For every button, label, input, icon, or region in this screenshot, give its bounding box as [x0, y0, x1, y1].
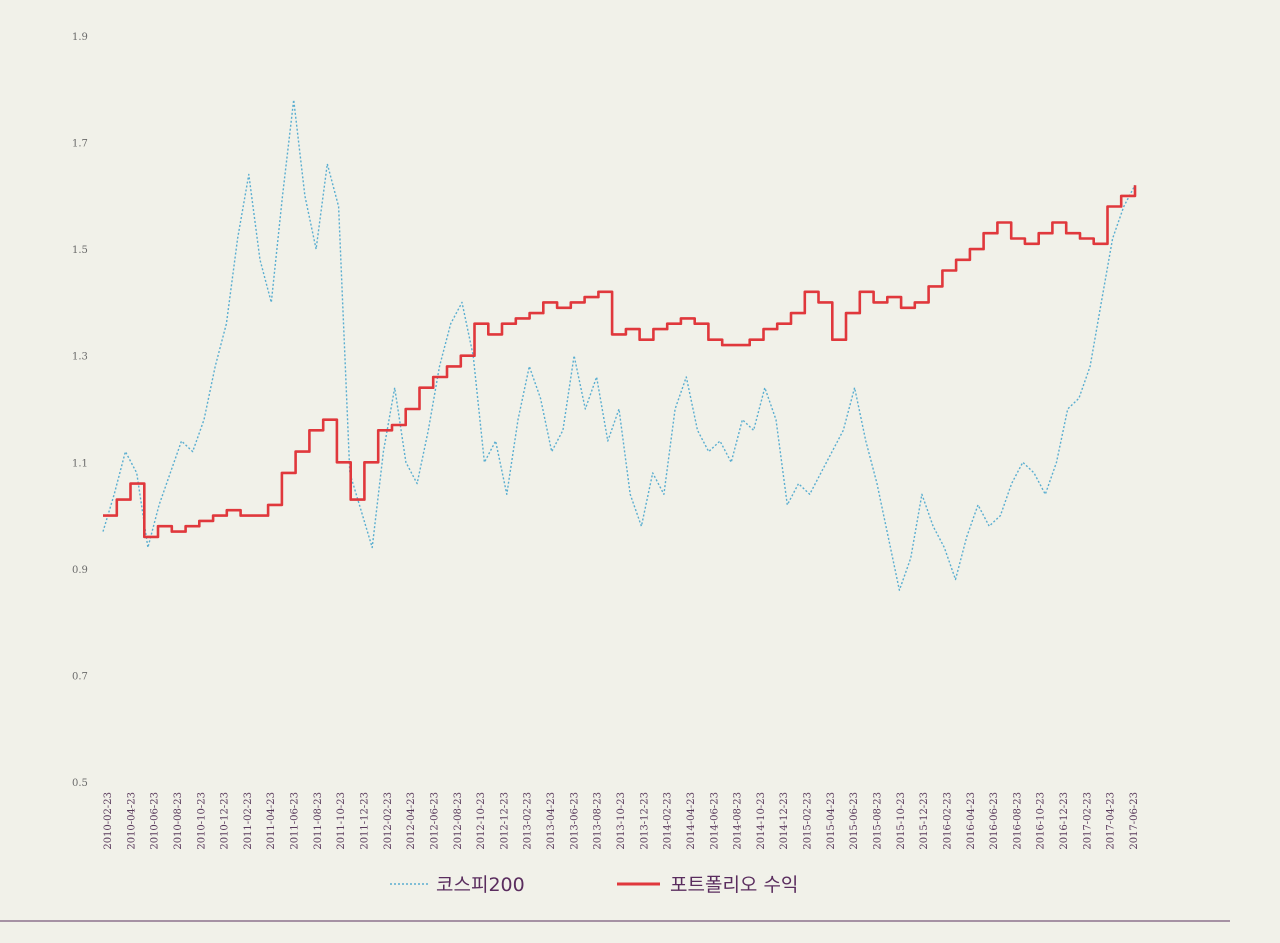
x-tick-label: 2017-06-23: [1129, 792, 1140, 850]
x-tick-label: 2014-10-23: [756, 792, 767, 850]
x-tick-label: 2012-04-23: [406, 792, 417, 850]
kospi200-series-line: [102, 99, 1136, 591]
x-tick-label: 2015-10-23: [896, 792, 907, 850]
x-tick-label: 2011-04-23: [266, 792, 277, 850]
x-tick-label: 2015-04-23: [826, 792, 837, 850]
y-tick-label: 0.7: [72, 671, 88, 682]
y-tick-label: 1.1: [72, 458, 88, 469]
x-tick-label: 2010-06-23: [150, 792, 161, 850]
x-tick-label: 2014-06-23: [709, 792, 720, 850]
x-tick-label: 2015-02-23: [803, 792, 814, 850]
x-tick-label: 2010-02-23: [103, 792, 114, 850]
x-tick-label: 2014-04-23: [686, 792, 697, 850]
y-tick-label: 1.9: [72, 32, 88, 43]
x-tick-label: 2013-10-23: [616, 792, 627, 850]
x-tick-label: 2012-12-23: [499, 792, 510, 850]
legend-label-kospi200: 코스피200: [436, 874, 525, 896]
y-tick-label: 0.5: [72, 778, 88, 789]
legend: 코스피200 포트폴리오 수익: [390, 874, 798, 896]
x-tick-label: 2012-10-23: [476, 792, 487, 850]
y-tick-label: 1.7: [72, 139, 88, 150]
portfolio-series-line: [103, 185, 1137, 539]
x-tick-label: 2015-08-23: [873, 792, 884, 850]
legend-label-portfolio: 포트폴리오 수익: [670, 874, 798, 896]
x-tick-label: 2016-08-23: [1012, 792, 1023, 850]
x-tick-label: 2016-02-23: [942, 792, 953, 850]
x-tick-label: 2016-12-23: [1059, 792, 1070, 850]
x-tick-label: 2013-04-23: [546, 792, 557, 850]
x-tick-label: 2012-08-23: [453, 792, 464, 850]
x-tick-label: 2017-02-23: [1082, 792, 1093, 850]
x-tick-label: 2016-10-23: [1036, 792, 1047, 850]
x-axis: 2010-02-23 2010-04-23 2010-06-23 2010-08-23…: [103, 792, 1140, 850]
x-tick-label: 2011-06-23: [290, 792, 301, 850]
y-tick-label: 1.3: [72, 352, 88, 363]
x-tick-label: 2015-06-23: [849, 792, 860, 850]
x-tick-label: 2013-12-23: [639, 792, 650, 850]
x-tick-label: 2014-02-23: [663, 792, 674, 850]
x-tick-label: 2010-08-23: [173, 792, 184, 850]
x-tick-label: 2011-10-23: [336, 792, 347, 850]
y-tick-label: 1.5: [72, 245, 88, 256]
x-tick-label: 2014-08-23: [733, 792, 744, 850]
x-tick-label: 2010-12-23: [220, 792, 231, 850]
plot-area: [102, 99, 1137, 591]
x-tick-label: 2014-12-23: [779, 792, 790, 850]
x-tick-label: 2012-06-23: [429, 792, 440, 850]
x-tick-label: 2010-10-23: [196, 792, 207, 850]
x-tick-label: 2013-08-23: [593, 792, 604, 850]
x-tick-label: 2017-04-23: [1106, 792, 1117, 850]
x-tick-label: 2016-04-23: [966, 792, 977, 850]
x-tick-label: 2016-06-23: [989, 792, 1000, 850]
x-tick-label: 2013-06-23: [569, 792, 580, 850]
y-axis: 0.5 0.7 0.9 1.1 1.3 1.5 1.7 1.9: [72, 32, 88, 789]
x-tick-label: 2011-02-23: [243, 792, 254, 850]
x-tick-label: 2015-12-23: [919, 792, 930, 850]
y-tick-label: 0.9: [72, 565, 88, 576]
x-tick-label: 2011-12-23: [360, 792, 371, 850]
x-tick-label: 2010-04-23: [126, 792, 137, 850]
x-tick-label: 2013-02-23: [523, 792, 534, 850]
x-tick-label: 2012-02-23: [383, 792, 394, 850]
x-tick-label: 2011-08-23: [313, 792, 324, 850]
